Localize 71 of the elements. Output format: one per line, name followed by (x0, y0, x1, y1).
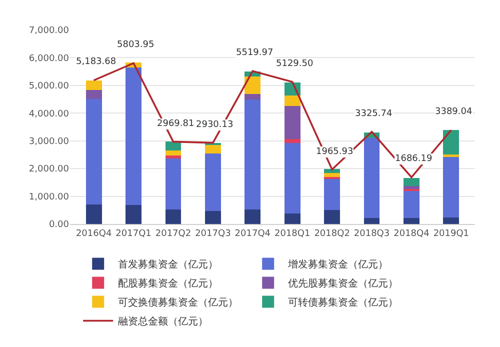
x-tick-label: 2018Q2 (314, 228, 350, 239)
bar (126, 204, 142, 224)
data-label: 1965.93 (316, 147, 354, 157)
data-label: 5803.95 (117, 40, 154, 50)
data-label: 2969.81 (157, 119, 194, 129)
bar (244, 94, 261, 100)
legend-label: 首发募集资金（亿元） (118, 258, 218, 271)
bar (165, 209, 182, 224)
bar (86, 99, 102, 204)
bar (324, 178, 340, 210)
x-tick-label: 2017Q1 (116, 228, 152, 239)
bar (86, 90, 102, 100)
x-tick-label: 2018Q4 (394, 228, 430, 239)
y-tick-label: 3,000.00 (28, 137, 70, 148)
x-tick-label: 2017Q2 (155, 228, 192, 239)
data-label: 5,183.68 (76, 57, 116, 67)
legend-label: 优先股募集资金（亿元） (288, 278, 398, 290)
x-tick-label: 2016Q4 (76, 228, 112, 239)
bar (364, 138, 380, 218)
bar (364, 218, 380, 224)
bar (205, 154, 221, 211)
bar (165, 150, 182, 156)
y-tick-label: 0.00 (48, 220, 70, 230)
bar (404, 218, 420, 224)
y-tick-label: 6,000.00 (28, 54, 70, 64)
y-tick-label: 2,000.00 (28, 164, 70, 175)
bar (284, 106, 300, 139)
data-label: 2930.13 (196, 120, 234, 130)
bar (284, 138, 300, 144)
x-tick-label: 2017Q3 (195, 228, 231, 239)
bar (443, 217, 460, 224)
x-tick-label: 2018Q3 (354, 228, 390, 239)
bar (244, 100, 261, 210)
y-tick-label: 1,000.00 (28, 192, 70, 202)
data-label: 5129.50 (276, 59, 314, 69)
y-tick-label: 7,000.00 (28, 26, 70, 36)
bar (443, 154, 460, 157)
bar (244, 76, 261, 94)
y-tick-label: 5,000.00 (28, 82, 70, 92)
bar (284, 143, 300, 214)
legend-label: 融资总金额（亿元） (118, 316, 208, 328)
bar (443, 130, 460, 154)
bar (165, 141, 182, 150)
legend-label: 增发募集资金（亿元） (287, 258, 388, 271)
bar (404, 186, 420, 190)
bar (284, 213, 300, 224)
legend-label: 配股募集资金（亿元） (118, 278, 218, 290)
data-label: 5519.97 (236, 48, 274, 58)
bar (205, 210, 221, 224)
bar (86, 204, 102, 224)
bar (165, 158, 182, 210)
x-tick-label: 2018Q1 (274, 228, 310, 239)
bar (404, 178, 420, 186)
bar (443, 156, 460, 218)
bar (244, 209, 261, 224)
bar (126, 68, 142, 205)
y-tick-label: 4,000.00 (28, 109, 70, 120)
bar (284, 95, 300, 106)
data-label: 1686.19 (395, 154, 432, 164)
data-label: 3389.04 (435, 107, 472, 117)
bar (86, 80, 102, 90)
bar (324, 210, 340, 224)
legend-label: 可转债募集资金（亿元） (288, 296, 398, 309)
bar (205, 144, 221, 154)
x-tick-label: 2017Q4 (234, 228, 271, 239)
legend-label: 可交换债募集资金（亿元） (118, 296, 238, 309)
data-label: 3325.74 (355, 109, 392, 119)
bar (404, 190, 420, 218)
x-tick-label: 2019Q1 (433, 228, 470, 239)
bar (324, 169, 340, 174)
bar (324, 173, 340, 178)
